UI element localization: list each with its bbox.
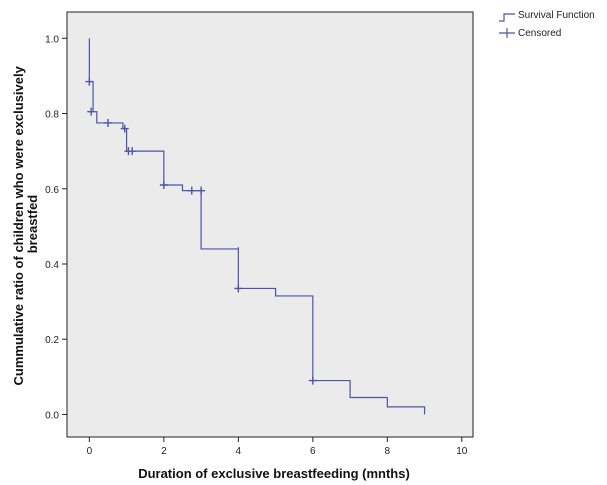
legend-survival-swatch — [499, 13, 515, 22]
legend-censored-swatch — [499, 28, 515, 38]
plot-area — [66, 11, 474, 438]
legend-survival-label: Survival Function — [518, 10, 595, 21]
x-tick-label: 10 — [456, 446, 468, 457]
y-tick-label: 0.4 — [45, 260, 59, 271]
x-tick-label: 2 — [161, 446, 167, 457]
y-axis-title: Cummulative ratio of children who were e… — [11, 63, 40, 386]
censored-marker — [103, 118, 112, 127]
censored-markers — [85, 77, 317, 385]
legend-censored-label: Censored — [518, 28, 561, 39]
y-tick-label: 0.6 — [45, 185, 59, 196]
y-tick-label: 0.2 — [45, 335, 59, 346]
censored-marker — [159, 181, 168, 190]
y-tick-label: 1.0 — [45, 34, 59, 45]
censored-marker — [85, 77, 94, 86]
censored-marker — [197, 186, 206, 195]
y-axis-title-line-1: Cummulative ratio of children who were e… — [11, 65, 26, 385]
censored-marker — [234, 284, 243, 293]
censored-marker — [308, 376, 317, 385]
censored-marker — [87, 107, 96, 116]
y-tick-label: 0.0 — [45, 410, 59, 421]
y-tick-label: 0.8 — [45, 110, 59, 121]
x-tick-label: 8 — [385, 446, 391, 457]
x-tick-label: 6 — [310, 446, 316, 457]
censored-marker — [128, 147, 137, 156]
legend: Survival Function Censored — [499, 10, 595, 39]
x-tick-label: 4 — [236, 446, 242, 457]
x-tick-label: 0 — [87, 446, 93, 457]
x-axis-title: Duration of exclusive breastfeeding (mnt… — [138, 466, 410, 481]
axis-ticks: 0 2 4 6 8 10 0.0 0.2 0.4 0.6 0.8 1.0 — [45, 34, 468, 457]
censored-marker — [120, 124, 129, 133]
censored-marker — [187, 186, 196, 195]
y-axis-title-line-2: breastfed — [25, 195, 40, 254]
